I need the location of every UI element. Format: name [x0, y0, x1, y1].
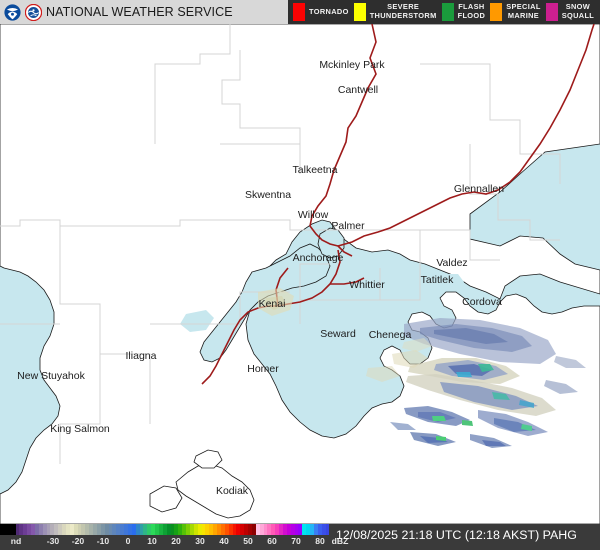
alert-legend-severe-thunderstorm[interactable]: SEVERE THUNDERSTORM: [349, 0, 437, 24]
alert-legend-special-marine[interactable]: SPECIAL MARINE: [485, 0, 540, 24]
colorbar-tick-neg30: -30: [46, 536, 60, 546]
city-label-chenega: Chenega: [369, 329, 412, 341]
city-label-new-stuyahok: New Stuyahok: [17, 370, 85, 382]
colorbar-tick-0: 0: [125, 536, 131, 546]
colorbar-tick-80: 80: [315, 536, 325, 546]
colorbar-tick-60: 60: [267, 536, 277, 546]
special-marine-swatch: [490, 3, 503, 21]
flash-flood-swatch: [441, 3, 454, 21]
city-label-king-salmon: King Salmon: [50, 423, 110, 435]
severe-thunderstorm-label: SEVERE THUNDERSTORM: [369, 2, 437, 20]
alert-legend-tornado[interactable]: TORNADO: [288, 0, 349, 24]
colorbar-tick-30: 30: [195, 536, 205, 546]
city-label-willow: Willow: [298, 209, 329, 221]
city-label-anchorage: Anchorage: [293, 252, 344, 264]
colorbar-tick-40: 40: [219, 536, 229, 546]
colorbar-tick-neg10: -10: [96, 536, 110, 546]
alert-legend: TORNADO SEVERE THUNDERSTORM FLASH FLOOD …: [288, 0, 600, 24]
radar-timestamp: 12/08/2025 21:18 UTC (12:18 AKST) PAHG: [336, 528, 577, 542]
colorbar-tick-10: 10: [147, 536, 157, 546]
alert-legend-flash-flood[interactable]: FLASH FLOOD: [437, 0, 486, 24]
radar-map[interactable]: Mckinley Park Cantwell Talkeetna Skwentn…: [0, 24, 600, 524]
city-label-valdez: Valdez: [436, 257, 467, 269]
city-label-skwentna: Skwentna: [245, 189, 291, 201]
nws-logo: [25, 3, 42, 21]
colorbar-tick-labels: nd -30 -20 -10 0 10 20 30 40 50 60 70 80 dBZ: [0, 536, 349, 550]
snow-squall-swatch: [545, 3, 558, 21]
colorbar-tick-dBZ: dBZ: [331, 536, 349, 546]
snow-squall-label: SNOW SQUALL: [561, 2, 595, 20]
noaa-logo: [4, 3, 21, 21]
colorbar-tick-20: 20: [171, 536, 181, 546]
city-label-palmer: Palmer: [331, 220, 365, 232]
colorbar-tick-50: 50: [243, 536, 253, 546]
tornado-swatch: [293, 3, 305, 21]
footer-bar: nd -30 -20 -10 0 10 20 30 40 50 60 70 80 dBZ 12/08/20…: [0, 524, 600, 550]
county-borders: [0, 24, 561, 464]
city-label-mckinley-park: Mckinley Park: [319, 59, 385, 71]
alert-legend-snow-squall[interactable]: SNOW SQUALL: [541, 0, 594, 24]
city-label-cantwell: Cantwell: [338, 84, 378, 96]
map-canvas: Mckinley Park Cantwell Talkeetna Skwentn…: [0, 24, 600, 524]
brand-title: NATIONAL WEATHER SERVICE: [46, 5, 233, 19]
special-marine-label: SPECIAL MARINE: [506, 2, 541, 20]
nws-branding: NATIONAL WEATHER SERVICE: [0, 0, 288, 24]
city-label-whittier: Whittier: [349, 279, 385, 291]
city-label-kenai: Kenai: [259, 298, 286, 310]
reflectivity-colorbar: [0, 524, 330, 535]
island-chain: [149, 449, 255, 519]
city-label-homer: Homer: [247, 363, 279, 375]
header-bar: NATIONAL WEATHER SERVICE TORNADO SEVERE …: [0, 0, 600, 24]
city-label-tatitlek: Tatitlek: [421, 274, 454, 286]
colorbar-tick-70: 70: [291, 536, 301, 546]
city-label-seward: Seward: [320, 328, 356, 340]
city-label-kodiak: Kodiak: [216, 485, 249, 497]
colorbar-tick-neg20: -20: [71, 536, 85, 546]
flash-flood-label: FLASH FLOOD: [457, 2, 486, 20]
city-label-cordova: Cordova: [462, 296, 502, 308]
tornado-label: TORNADO: [309, 6, 349, 16]
radar-reflectivity-layer: [258, 288, 586, 448]
city-label-talkeetna: Talkeetna: [293, 164, 338, 176]
city-labels: Mckinley Park Cantwell Talkeetna Skwentn…: [17, 59, 504, 497]
colorbar-tick-nd: nd: [10, 536, 22, 546]
city-label-glennallen: Glennallen: [454, 183, 504, 195]
city-label-iliagna: Iliagna: [126, 350, 157, 362]
severe-thunderstorm-swatch: [353, 3, 366, 21]
